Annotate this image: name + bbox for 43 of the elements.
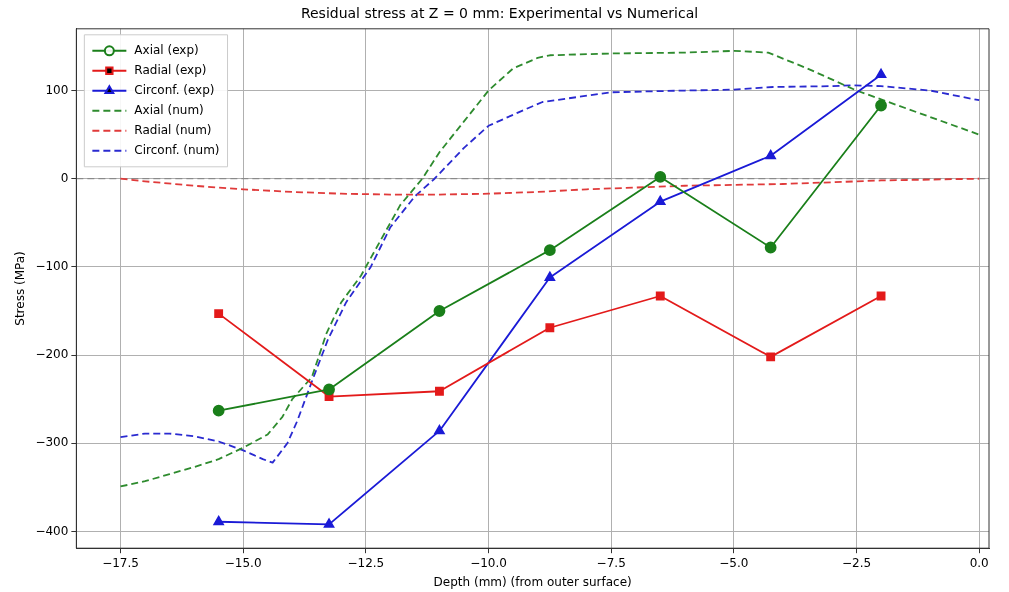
legend-label: Radial (exp) xyxy=(134,62,207,77)
point xyxy=(213,515,224,526)
y-tick-label: −300 xyxy=(35,435,69,450)
legend-label: Circonf. (num) xyxy=(134,142,220,157)
point xyxy=(654,171,667,183)
point xyxy=(544,271,556,281)
y-tick-label: −200 xyxy=(35,347,69,362)
legend-label: Axial (exp) xyxy=(134,42,199,57)
point xyxy=(545,323,555,333)
y-axis-title: Stress (MPa) xyxy=(13,251,28,326)
point xyxy=(655,291,665,301)
x-tick-label: −17.5 xyxy=(102,555,139,570)
point xyxy=(766,352,776,362)
point xyxy=(655,195,666,206)
y-tick-label: −100 xyxy=(35,259,69,274)
legend-label: Circonf. (exp) xyxy=(134,82,215,97)
point xyxy=(764,241,777,254)
x-tick-label: 0.0 xyxy=(969,555,989,570)
x-tick-label: −5.0 xyxy=(719,555,749,570)
point xyxy=(323,383,335,396)
y-tick-label: −400 xyxy=(35,523,69,538)
point xyxy=(435,386,444,396)
x-tick-label: −12.5 xyxy=(347,555,385,570)
point xyxy=(875,68,887,79)
chart-title: Residual stress at Z = 0 mm: Experimental vs Numerical xyxy=(300,5,699,22)
x-tick-label: −7.5 xyxy=(596,555,626,570)
point xyxy=(434,425,445,435)
point xyxy=(765,149,776,160)
y-tick-label: 100 xyxy=(45,82,69,97)
point xyxy=(543,244,556,257)
y-tick-label: 0 xyxy=(60,170,69,185)
point xyxy=(323,518,335,528)
point xyxy=(214,309,224,319)
x-tick-label: −2.5 xyxy=(841,555,872,570)
point xyxy=(212,404,225,417)
x-tick-label: −15.0 xyxy=(224,555,262,570)
point xyxy=(433,305,446,317)
legend-label: Axial (num) xyxy=(134,102,204,117)
x-axis-title: Depth (mm) (from outer surface) xyxy=(433,574,632,589)
point xyxy=(875,99,887,112)
line-series xyxy=(119,177,981,196)
legend-label: Radial (num) xyxy=(134,122,212,137)
x-tick-label: −10.0 xyxy=(470,555,507,570)
